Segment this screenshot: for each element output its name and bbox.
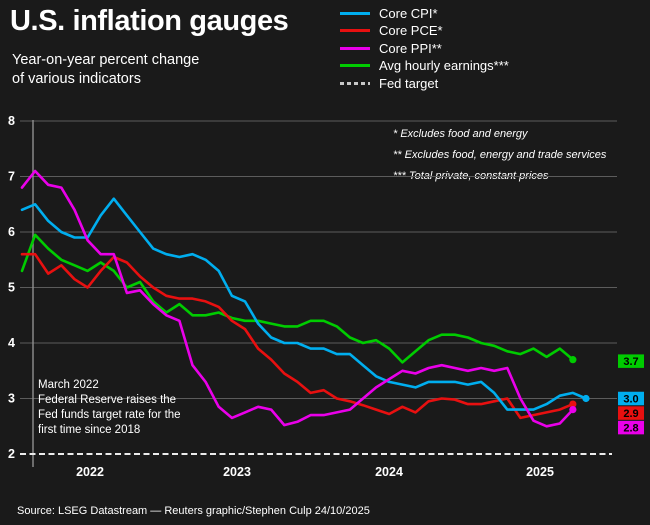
legend-line-swatch bbox=[340, 12, 370, 15]
legend-label: Core PPI** bbox=[379, 40, 442, 56]
series-end-dot-0 bbox=[582, 394, 590, 403]
x-axis-label-2025: 2025 bbox=[526, 465, 554, 479]
end-value-badge bbox=[618, 420, 644, 435]
legend-row-3: Avg hourly earnings*** bbox=[340, 58, 509, 74]
legend-dashed-line-swatch bbox=[340, 81, 370, 85]
annotation-line-3: Fed funds target rate for the bbox=[38, 409, 181, 421]
legend-row-1: Core PCE* bbox=[340, 23, 509, 39]
end-value-badge bbox=[618, 406, 644, 420]
subtitle-line-1: Year-on-year percent change bbox=[12, 52, 200, 68]
legend-line-swatch bbox=[340, 64, 370, 68]
annotation-march-2022: March 2022 Federal Reserve raises the Fed … bbox=[38, 378, 181, 438]
end-value-label: 2.8 bbox=[623, 423, 638, 435]
legend-label: Core CPI* bbox=[379, 6, 438, 21]
legend-label: Avg hourly earnings*** bbox=[379, 58, 509, 74]
x-axis-label-2024: 2024 bbox=[375, 465, 403, 479]
legend-label: Core PCE* bbox=[379, 23, 443, 39]
series-line-avg-hourly-earnings bbox=[20, 233, 575, 364]
end-value-label: 3.0 bbox=[623, 393, 638, 405]
annotation-line-4: first time since 2018 bbox=[38, 424, 141, 436]
annotation-line-1: March 2022 bbox=[38, 379, 99, 391]
legend-row-2: Core PPI** bbox=[340, 40, 509, 56]
y-axis-label-2: 2 bbox=[8, 447, 15, 461]
legend-row-0: Core CPI* bbox=[340, 6, 509, 21]
footnote-1: * Excludes food and energy bbox=[393, 128, 528, 140]
end-value-label: 3.7 bbox=[623, 356, 638, 368]
series-line-core-cpi bbox=[20, 197, 588, 411]
end-value-label: 2.9 bbox=[623, 408, 638, 420]
source-line: Source: LSEG Datastream — Reuters graphi… bbox=[17, 505, 370, 517]
legend-line-swatch bbox=[340, 46, 370, 50]
footnote-2: ** Excludes food, energy and trade servi… bbox=[393, 149, 607, 161]
legend-line-swatch bbox=[340, 29, 370, 33]
series-end-dot-1 bbox=[569, 400, 577, 408]
x-axis-label-2023: 2023 bbox=[223, 465, 251, 479]
series-end-dot-2 bbox=[569, 406, 577, 414]
series-end-dot-3 bbox=[569, 356, 577, 364]
y-axis-label-7: 7 bbox=[8, 170, 15, 184]
legend-label: Fed target bbox=[379, 75, 439, 91]
y-axis-label-5: 5 bbox=[8, 281, 15, 295]
x-axis-label-2022: 2022 bbox=[76, 465, 104, 479]
annotation-line-2: Federal Reserve raises the bbox=[38, 394, 177, 406]
subtitle-line-2: of various indicators bbox=[12, 71, 141, 87]
end-value-badge bbox=[618, 354, 644, 368]
chart-subtitle: Year-on-year percent change of various i… bbox=[12, 51, 199, 89]
page-title: U.S. inflation gauges bbox=[10, 5, 289, 37]
end-value-badge bbox=[618, 391, 644, 406]
legend: Core CPI* Core PCE* Core PPI** Avg hourly e… bbox=[340, 6, 509, 94]
y-axis-label-3: 3 bbox=[8, 392, 15, 406]
y-axis-label-6: 6 bbox=[8, 225, 15, 239]
y-axis-label-4: 4 bbox=[8, 336, 15, 350]
footnotes: * Excludes food and energy ** Excludes fo… bbox=[393, 124, 606, 187]
y-axis-label-8: 8 bbox=[8, 114, 15, 128]
legend-row-4: Fed target bbox=[340, 75, 509, 91]
series-line-core-ppi bbox=[20, 169, 575, 428]
